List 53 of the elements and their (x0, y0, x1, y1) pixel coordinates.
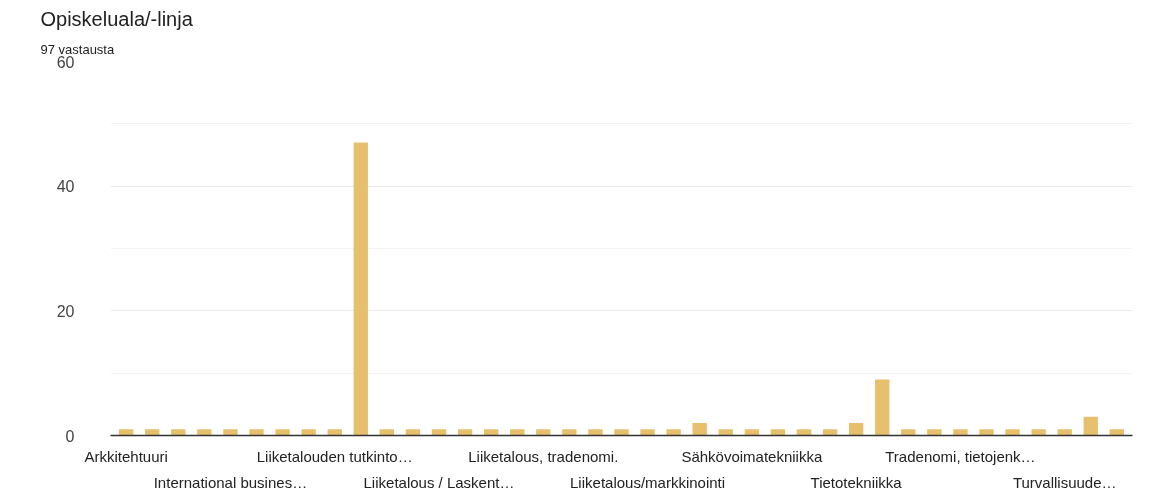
bar (927, 429, 942, 436)
bar (483, 429, 499, 436)
bar (953, 429, 968, 436)
bar (562, 429, 577, 436)
x-tick-label: Tradenomi, tietojenk… (885, 447, 1036, 465)
x-tick-label: Turvallisuude… (1012, 473, 1117, 491)
x-tick-label: International busines… (153, 473, 308, 491)
x-tick-label: Tietotekniikka (810, 473, 903, 491)
bar (796, 429, 812, 436)
x-tick-label: Liiketalous, tradenomi. (468, 447, 619, 465)
bar (640, 429, 655, 436)
bar (327, 429, 342, 436)
bar (171, 429, 186, 436)
x-tick-label: Liiketalous / Laskent… (363, 473, 515, 491)
bar (744, 429, 760, 436)
bar (536, 429, 551, 436)
x-tick-label: Liiketalous/markkinointi (570, 473, 726, 491)
bar (223, 429, 238, 436)
bar (770, 429, 786, 436)
bar (1083, 416, 1098, 436)
x-tick-label: Arkkitehtuuri (84, 447, 168, 465)
bar (145, 429, 160, 436)
bar (718, 429, 733, 436)
y-tick-label: 0 (65, 427, 75, 445)
bar (510, 429, 525, 436)
chart-title: Opiskeluala/-linja (40, 7, 194, 30)
bar (197, 429, 212, 436)
bar (405, 429, 421, 436)
bar (1057, 429, 1072, 436)
bar (588, 429, 603, 436)
bar (249, 429, 264, 436)
bar (614, 429, 629, 436)
bar (379, 429, 395, 436)
bar (1109, 429, 1125, 436)
bar (666, 429, 681, 436)
bar (275, 429, 290, 436)
bar (692, 423, 707, 436)
bar (301, 429, 316, 436)
bar (457, 429, 473, 436)
bar (822, 429, 838, 436)
x-tick-label: Sähkövoimatekniikka (681, 447, 823, 465)
bar (1005, 429, 1020, 436)
x-tick-label: Liiketalouden tutkinto… (256, 447, 413, 465)
y-tick-label: 40 (56, 178, 75, 196)
bar (431, 429, 447, 436)
bar (118, 429, 134, 436)
bar (979, 429, 994, 436)
bar (875, 379, 890, 436)
bar (1031, 429, 1046, 436)
bar (848, 423, 864, 436)
bar (353, 142, 368, 436)
bar (901, 429, 916, 436)
y-tick-label: 20 (56, 302, 75, 320)
